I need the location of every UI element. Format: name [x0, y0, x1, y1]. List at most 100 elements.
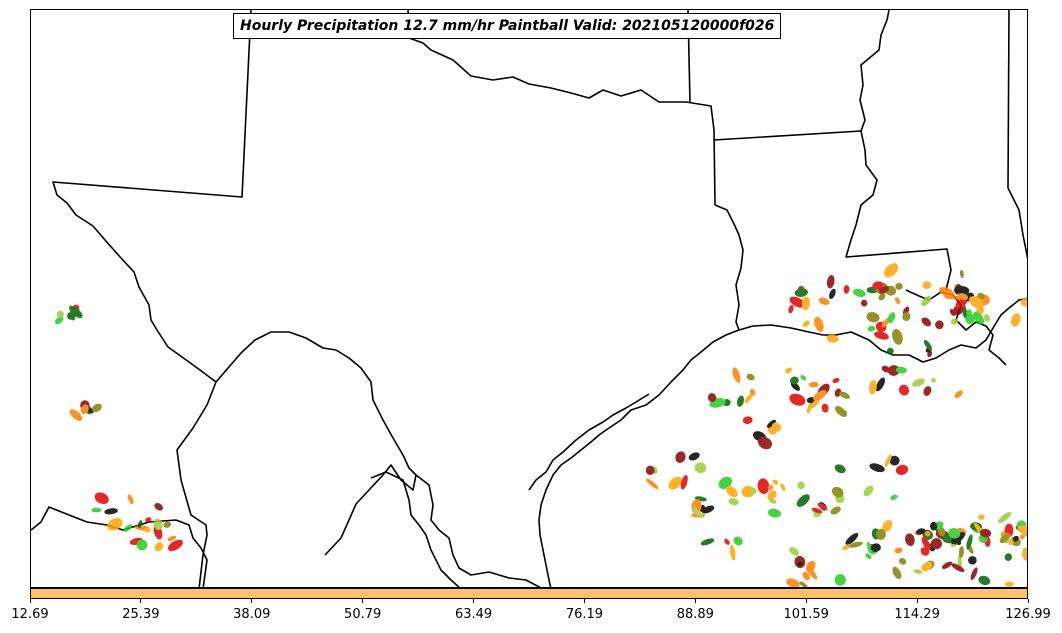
precip-paintball — [834, 406, 847, 417]
precip-paintball — [924, 530, 931, 537]
precip-paintball — [979, 528, 992, 538]
texas-coastline — [538, 329, 740, 587]
precip-paintball — [869, 463, 885, 473]
precip-paintball — [768, 498, 777, 504]
precip-paintball — [80, 404, 89, 415]
precip-paintball — [863, 485, 874, 497]
colorbar-tick-label: 126.99 — [1005, 607, 1051, 622]
precip-paintball — [930, 538, 943, 550]
precip-paintball — [921, 295, 932, 307]
precip-paintball — [1012, 535, 1019, 542]
precip-paintball — [797, 561, 803, 567]
precip-paintball — [153, 518, 163, 530]
precip-paintball — [144, 527, 151, 533]
precip-paintball — [957, 293, 969, 301]
precip-paintball — [922, 281, 932, 290]
precip-paintball — [842, 544, 850, 551]
precip-paintball — [675, 451, 686, 463]
mississippi-river-border — [845, 10, 952, 291]
precip-paintball — [884, 263, 899, 278]
precip-paintball — [680, 475, 688, 490]
precip-paintball — [91, 403, 102, 413]
precip-paintball — [802, 571, 810, 581]
colorbar-tick-mark — [916, 599, 918, 603]
precip-paintball — [887, 312, 896, 324]
colorbar-tick-label: 50.79 — [344, 607, 382, 622]
precip-paintball — [892, 328, 903, 345]
precip-paintball — [968, 556, 977, 565]
precip-paintball — [797, 481, 805, 490]
precip-paintball — [796, 494, 810, 507]
colorbar-tick-mark — [1027, 599, 1029, 603]
precip-paintball — [732, 367, 741, 383]
precip-paintball — [898, 557, 907, 565]
precip-paintball — [916, 528, 926, 535]
precip-paintball — [749, 389, 756, 396]
precip-paintball — [688, 452, 700, 461]
precip-paintball — [865, 553, 872, 559]
mississippi-alabama-border — [1007, 10, 1027, 260]
precip-paintball — [818, 297, 830, 305]
precip-paintball — [1004, 553, 1013, 561]
precip-paintball — [811, 507, 823, 514]
precip-paintball — [167, 535, 177, 542]
precip-paintball — [107, 518, 123, 531]
precip-paintball — [724, 538, 730, 545]
colorbar-tick-label: 25.39 — [122, 607, 160, 622]
precip-paintball — [767, 508, 782, 518]
precip-paintball — [802, 320, 810, 327]
precip-paintball — [163, 521, 171, 528]
precip-paintball — [902, 312, 911, 321]
mexico-state-border-d — [370, 471, 460, 587]
precip-paintball — [983, 314, 991, 322]
precip-paintball — [860, 299, 868, 307]
precip-paintball — [880, 285, 889, 294]
precip-paintball — [912, 378, 925, 387]
precip-paintball — [801, 296, 810, 311]
precip-paintball — [808, 381, 819, 388]
precip-paintball — [1018, 525, 1027, 534]
precip-paintball — [832, 377, 840, 384]
precip-paintball — [790, 376, 799, 385]
precip-paintball — [999, 533, 1010, 544]
precip-paintball — [69, 409, 83, 421]
precip-paintball — [895, 464, 909, 475]
precip-paintball — [834, 574, 846, 586]
precip-paintball — [921, 537, 931, 550]
colorbar-tick-label: 76.19 — [565, 607, 604, 622]
precip-paintball — [843, 285, 850, 294]
precip-paintball — [757, 436, 773, 450]
precipitation-paintballs — [54, 263, 1027, 587]
precip-paintball — [848, 541, 863, 548]
louisiana-inland-waters — [905, 289, 1007, 366]
precip-paintball — [853, 288, 866, 298]
precip-paintball — [726, 486, 738, 498]
precip-paintball — [799, 581, 808, 587]
precip-paintball — [56, 310, 64, 318]
precip-paintball — [959, 269, 964, 279]
precip-paintball — [973, 311, 985, 325]
precip-paintball — [728, 498, 739, 506]
precip-paintball — [788, 304, 794, 314]
precip-paintball — [941, 561, 953, 570]
precip-paintball — [123, 524, 133, 532]
precip-paintball — [867, 325, 876, 332]
precip-paintball — [866, 312, 880, 323]
precip-paintball — [921, 317, 932, 327]
precip-paintball — [845, 532, 859, 545]
precip-paintball — [966, 534, 973, 550]
precip-paintball — [789, 547, 799, 556]
colorbar-tick-label: 101.59 — [783, 607, 829, 622]
precip-paintball — [977, 292, 985, 300]
precip-paintball — [771, 422, 782, 432]
texas-red-river-border — [407, 10, 716, 206]
precip-paintball — [94, 492, 109, 504]
precip-paintball — [875, 377, 886, 392]
precip-paintball — [136, 539, 148, 551]
colorbar-tick-mark — [473, 599, 475, 603]
texas-panhandle-border — [52, 10, 252, 383]
colorbar-tick-mark — [29, 599, 31, 603]
precip-paintball — [69, 305, 83, 319]
precip-paintball — [805, 560, 816, 573]
precip-paintball — [800, 375, 807, 381]
